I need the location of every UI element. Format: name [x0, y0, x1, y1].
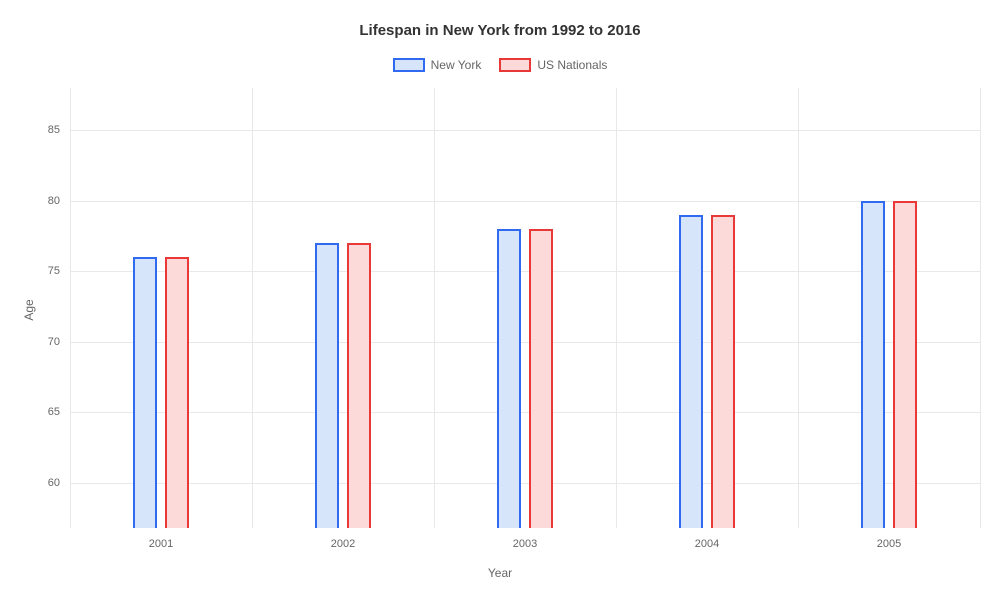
gridline-horizontal — [70, 342, 980, 343]
gridline-horizontal — [70, 483, 980, 484]
legend-swatch-new-york — [393, 58, 425, 72]
bar[interactable] — [133, 257, 157, 528]
legend-item-us-nationals[interactable]: US Nationals — [499, 58, 607, 72]
legend-swatch-us-nationals — [499, 58, 531, 72]
y-tick-label: 60 — [48, 477, 70, 489]
y-tick-label: 70 — [48, 336, 70, 348]
y-tick-label: 75 — [48, 265, 70, 277]
bar[interactable] — [315, 243, 339, 528]
x-tick-label: 2005 — [877, 528, 901, 550]
x-axis-label: Year — [0, 566, 1000, 580]
x-tick-label: 2004 — [695, 528, 719, 550]
legend-label: US Nationals — [537, 58, 607, 72]
legend-label: New York — [431, 58, 482, 72]
gridline-horizontal — [70, 271, 980, 272]
gridline-vertical — [252, 88, 253, 528]
gridline-horizontal — [70, 201, 980, 202]
chart-title: Lifespan in New York from 1992 to 2016 — [0, 22, 1000, 39]
bar[interactable] — [711, 215, 735, 528]
bar[interactable] — [347, 243, 371, 528]
gridline-vertical — [616, 88, 617, 528]
bar[interactable] — [529, 229, 553, 528]
chart-legend: New York US Nationals — [0, 58, 1000, 72]
y-tick-label: 80 — [48, 195, 70, 207]
gridline-horizontal — [70, 130, 980, 131]
bar[interactable] — [861, 201, 885, 528]
gridline-vertical — [798, 88, 799, 528]
gridline-horizontal — [70, 412, 980, 413]
bar[interactable] — [165, 257, 189, 528]
bar[interactable] — [679, 215, 703, 528]
y-tick-label: 85 — [48, 124, 70, 136]
plot-area: 60657075808520012002200320042005 — [70, 88, 980, 528]
gridline-vertical — [434, 88, 435, 528]
legend-item-new-york[interactable]: New York — [393, 58, 482, 72]
gridline-vertical — [980, 88, 981, 528]
chart-container: Lifespan in New York from 1992 to 2016 N… — [0, 0, 1000, 600]
x-tick-label: 2003 — [513, 528, 537, 550]
y-tick-label: 65 — [48, 406, 70, 418]
x-tick-label: 2002 — [331, 528, 355, 550]
gridline-vertical — [70, 88, 71, 528]
x-tick-label: 2001 — [149, 528, 173, 550]
bar[interactable] — [893, 201, 917, 528]
y-axis-label: Age — [22, 299, 36, 320]
bar[interactable] — [497, 229, 521, 528]
